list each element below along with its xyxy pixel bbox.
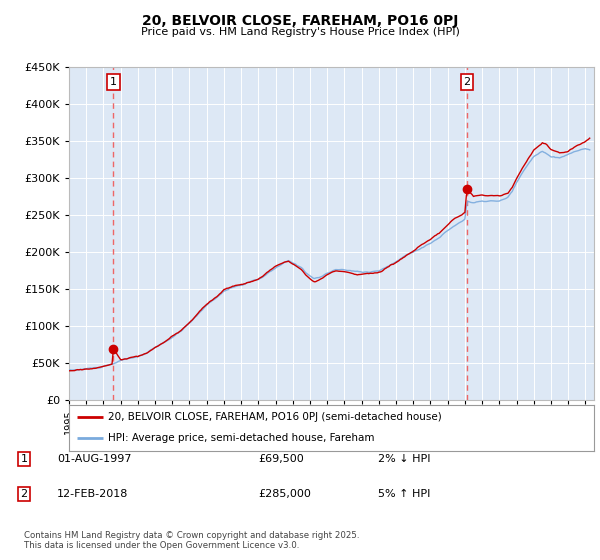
Text: 2% ↓ HPI: 2% ↓ HPI [378, 454, 431, 464]
Text: 20, BELVOIR CLOSE, FAREHAM, PO16 0PJ (semi-detached house): 20, BELVOIR CLOSE, FAREHAM, PO16 0PJ (se… [109, 412, 442, 422]
Text: 2: 2 [20, 489, 28, 499]
Text: £69,500: £69,500 [258, 454, 304, 464]
Text: 2: 2 [463, 77, 470, 87]
Text: 20, BELVOIR CLOSE, FAREHAM, PO16 0PJ: 20, BELVOIR CLOSE, FAREHAM, PO16 0PJ [142, 14, 458, 28]
Text: 1: 1 [110, 77, 117, 87]
Text: Price paid vs. HM Land Registry's House Price Index (HPI): Price paid vs. HM Land Registry's House … [140, 27, 460, 37]
Text: 12-FEB-2018: 12-FEB-2018 [57, 489, 128, 499]
Text: 1: 1 [20, 454, 28, 464]
Text: £285,000: £285,000 [258, 489, 311, 499]
Text: Contains HM Land Registry data © Crown copyright and database right 2025.
This d: Contains HM Land Registry data © Crown c… [24, 531, 359, 550]
Text: 5% ↑ HPI: 5% ↑ HPI [378, 489, 430, 499]
Text: 01-AUG-1997: 01-AUG-1997 [57, 454, 131, 464]
Text: HPI: Average price, semi-detached house, Fareham: HPI: Average price, semi-detached house,… [109, 433, 375, 444]
